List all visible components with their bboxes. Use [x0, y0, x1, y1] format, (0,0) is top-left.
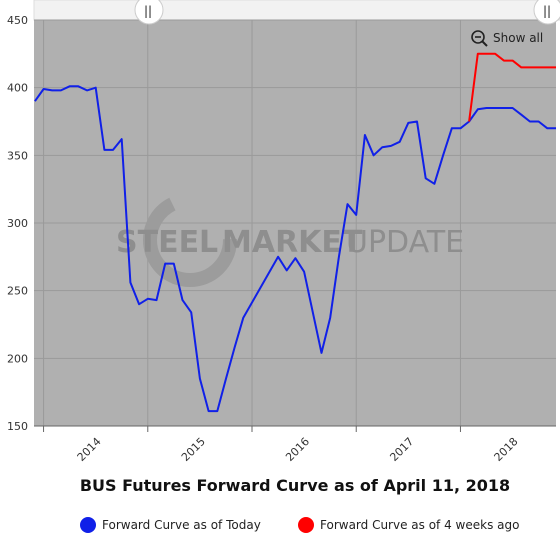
series-lines: [34, 52, 556, 413]
legend-label-four-weeks-ago: Forward Curve as of 4 weeks ago: [320, 518, 520, 532]
right-handle-grip-icon: ||: [543, 4, 551, 18]
x-tick-label: 2015: [179, 435, 208, 464]
x-tick-label: 2017: [387, 435, 416, 464]
x-axis-ticks: 2014 2015 2016 2017 2018: [34, 425, 556, 464]
y-tick-label: 300: [7, 217, 28, 230]
watermark-update: UPDATE: [346, 225, 464, 260]
y-tick-label: 200: [7, 352, 28, 365]
watermark-swirl-icon: [143, 193, 237, 287]
left-handle-grip-icon: ||: [144, 4, 152, 18]
x-tick-label: 2014: [75, 435, 104, 464]
show-all-label: Show all: [493, 31, 543, 45]
y-tick-label: 450: [7, 14, 28, 27]
series-line-four-weeks-ago[interactable]: [468, 52, 556, 122]
grid-lines: [34, 19, 556, 427]
y-tick-label: 400: [7, 82, 28, 95]
y-tick-label: 350: [7, 149, 28, 162]
zoom-out-icon: [471, 30, 485, 44]
legend-item-today[interactable]: Forward Curve as of Today: [80, 516, 261, 534]
y-axis-ticks: 150 200 250 300 350 400 450: [7, 14, 28, 433]
forward-curve-chart: STEEL MARKET UPDATE 15020025030035040045…: [7, 0, 560, 464]
show-all-button[interactable]: Show all: [471, 30, 543, 47]
legend-marker-four-weeks-ago: [298, 517, 314, 533]
chart-title: BUS Futures Forward Curve as of April 11…: [79, 476, 511, 495]
x-tick-label: 2018: [492, 435, 521, 464]
y-tick-label: 250: [7, 285, 28, 298]
x-tick-label: 2016: [283, 435, 312, 464]
navigator-track[interactable]: [33, 0, 560, 21]
watermark-steel: STEEL: [116, 225, 218, 260]
series-line-today[interactable]: [34, 85, 556, 413]
navigator-left-handle[interactable]: ||: [134, 0, 164, 25]
navigator-right-handle[interactable]: ||: [533, 0, 560, 25]
legend-label-today: Forward Curve as of Today: [102, 518, 261, 532]
legend-marker-today: [80, 517, 96, 533]
y-tick-label: 150: [7, 420, 28, 433]
legend-item-four-weeks-ago[interactable]: Forward Curve as of 4 weeks ago: [298, 516, 519, 534]
